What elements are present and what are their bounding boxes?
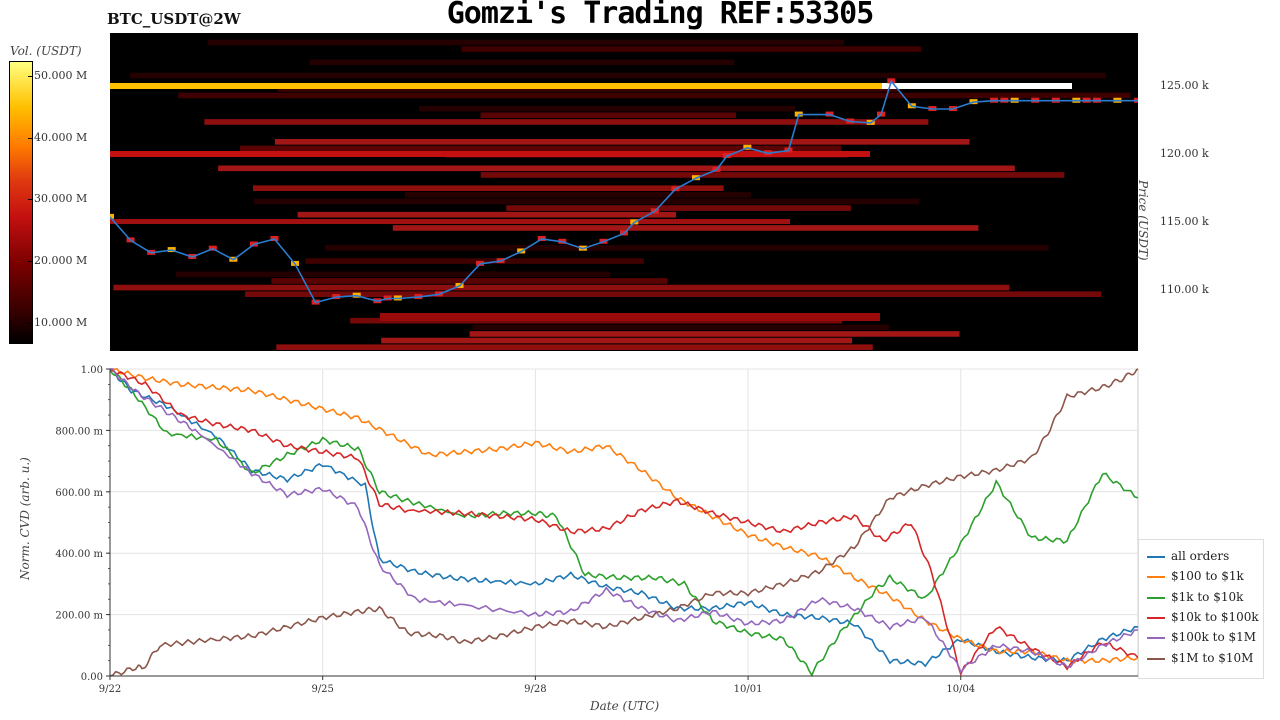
chart-title: Gomzi's Trading REF:53305: [446, 0, 875, 31]
heatmap-band: [253, 198, 920, 205]
price-line: [110, 79, 1138, 304]
legend-item: $10k to $100k: [1147, 610, 1259, 624]
heatmap-band: [218, 165, 1015, 172]
legend-swatch: [1147, 575, 1165, 578]
heatmap-band: [882, 83, 1072, 89]
heatmap-band: [113, 284, 1010, 291]
colorbar-tick: 10.000 M: [28, 316, 87, 329]
cvd-legend: all orders $100 to $1k $1k to $10k $10k …: [1138, 539, 1264, 679]
heatmap-band: [110, 83, 882, 89]
heatmap-band: [204, 119, 929, 125]
cvd-series-line: [109, 368, 1139, 677]
cvd-y-axis-label: Norm. CVD (arb. u.): [18, 457, 32, 580]
heatmap-band: [461, 46, 922, 52]
cvd-y-tick-label: 400.00 m: [55, 549, 103, 560]
cvd-x-tick-label: 9/25: [311, 684, 333, 695]
colorbar-label: Vol. (USDT): [10, 44, 82, 58]
cvd-series-line: [110, 368, 1139, 668]
cvd-y-tick-label: 800.00 m: [55, 426, 103, 437]
cvd-series-line: [110, 368, 1139, 674]
cvd-y-tick-label: 200.00 m: [55, 611, 103, 622]
heatmap-band: [305, 258, 644, 264]
heatmap-band: [324, 245, 1049, 251]
cvd-series-line: [109, 368, 1139, 665]
legend-label: $10k to $100k: [1171, 610, 1259, 624]
legend-item: $100 to $1k: [1147, 569, 1244, 583]
symbol-label: BTC_USDT@2W: [107, 10, 241, 28]
legend-swatch: [1147, 616, 1165, 619]
legend-item: $100k to $1M: [1147, 630, 1256, 644]
heatmap-band: [309, 59, 735, 66]
legend-label: $100 to $1k: [1171, 569, 1244, 583]
heatmap-band: [381, 337, 853, 344]
heatmap-band: [480, 112, 737, 119]
heatmap-band: [404, 192, 751, 198]
heatmap-band: [110, 219, 790, 224]
legend-label: all orders: [1171, 549, 1230, 563]
heatmap-band: [419, 105, 796, 112]
heatmap-band: [297, 211, 677, 218]
legend-swatch: [1147, 657, 1165, 660]
heatmap-band: [178, 92, 1131, 99]
cvd-x-axis-label: Date (UTC): [590, 699, 660, 713]
cvd-x-tick-label: 10/04: [946, 684, 975, 695]
heatmap-cell: [110, 213, 114, 219]
cvd-y-tick-label: 0.00: [81, 672, 103, 683]
legend-swatch: [1147, 596, 1165, 599]
legend-item: $1M to $10M: [1147, 651, 1253, 665]
heatmap-band: [380, 313, 880, 321]
price-tick: 125.00 k: [1160, 79, 1209, 92]
heatmap-band: [245, 291, 1102, 297]
heatmap-band: [480, 172, 1065, 178]
price-tick: 115.00 k: [1160, 215, 1209, 228]
cvd-x-tick-label: 9/22: [99, 684, 121, 695]
colorbar-tick: 30.000 M: [28, 192, 87, 205]
cvd-y-tick-label: 600.00 m: [55, 488, 103, 499]
cvd-series-line: [109, 368, 1139, 677]
colorbar-tick: 20.000 M: [28, 254, 87, 267]
legend-label: $1M to $10M: [1171, 651, 1254, 665]
cvd-series-line: [109, 368, 1139, 678]
heatmap-band: [472, 324, 889, 331]
heatmap-band: [271, 278, 668, 284]
legend-label: $1k to $10k: [1171, 590, 1244, 604]
orderbook-heatmap: [110, 33, 1138, 351]
cvd-plot-area: [109, 368, 1139, 677]
heatmap-band: [252, 185, 724, 191]
heatmap-band: [175, 271, 611, 278]
legend-item: $1k to $10k: [1147, 590, 1243, 604]
price-tick: 110.00 k: [1160, 283, 1209, 296]
price-tick: 120.00 k: [1160, 147, 1209, 160]
heatmap-band: [276, 344, 873, 350]
legend-label: $100k to $1M: [1171, 630, 1257, 644]
heatmap-band: [207, 39, 845, 46]
colorbar-tick: 50.000 M: [28, 69, 87, 82]
cvd-x-tick-label: 9/28: [524, 684, 546, 695]
heatmap-band: [110, 151, 870, 157]
heatmap-band: [469, 331, 960, 337]
legend-swatch: [1147, 636, 1165, 639]
heatmap-band: [506, 205, 851, 211]
cvd-x-tick-label: 10/01: [734, 684, 763, 695]
heatmap-band: [274, 139, 970, 145]
legend-swatch: [1147, 555, 1165, 558]
legend-item: all orders: [1147, 549, 1229, 563]
heatmap-band: [392, 225, 979, 231]
cvd-y-tick-label: 1.00: [81, 365, 103, 376]
colorbar-tick: 40.000 M: [28, 131, 87, 144]
heatmap-band: [239, 145, 842, 152]
heatmap-band: [130, 72, 1106, 79]
